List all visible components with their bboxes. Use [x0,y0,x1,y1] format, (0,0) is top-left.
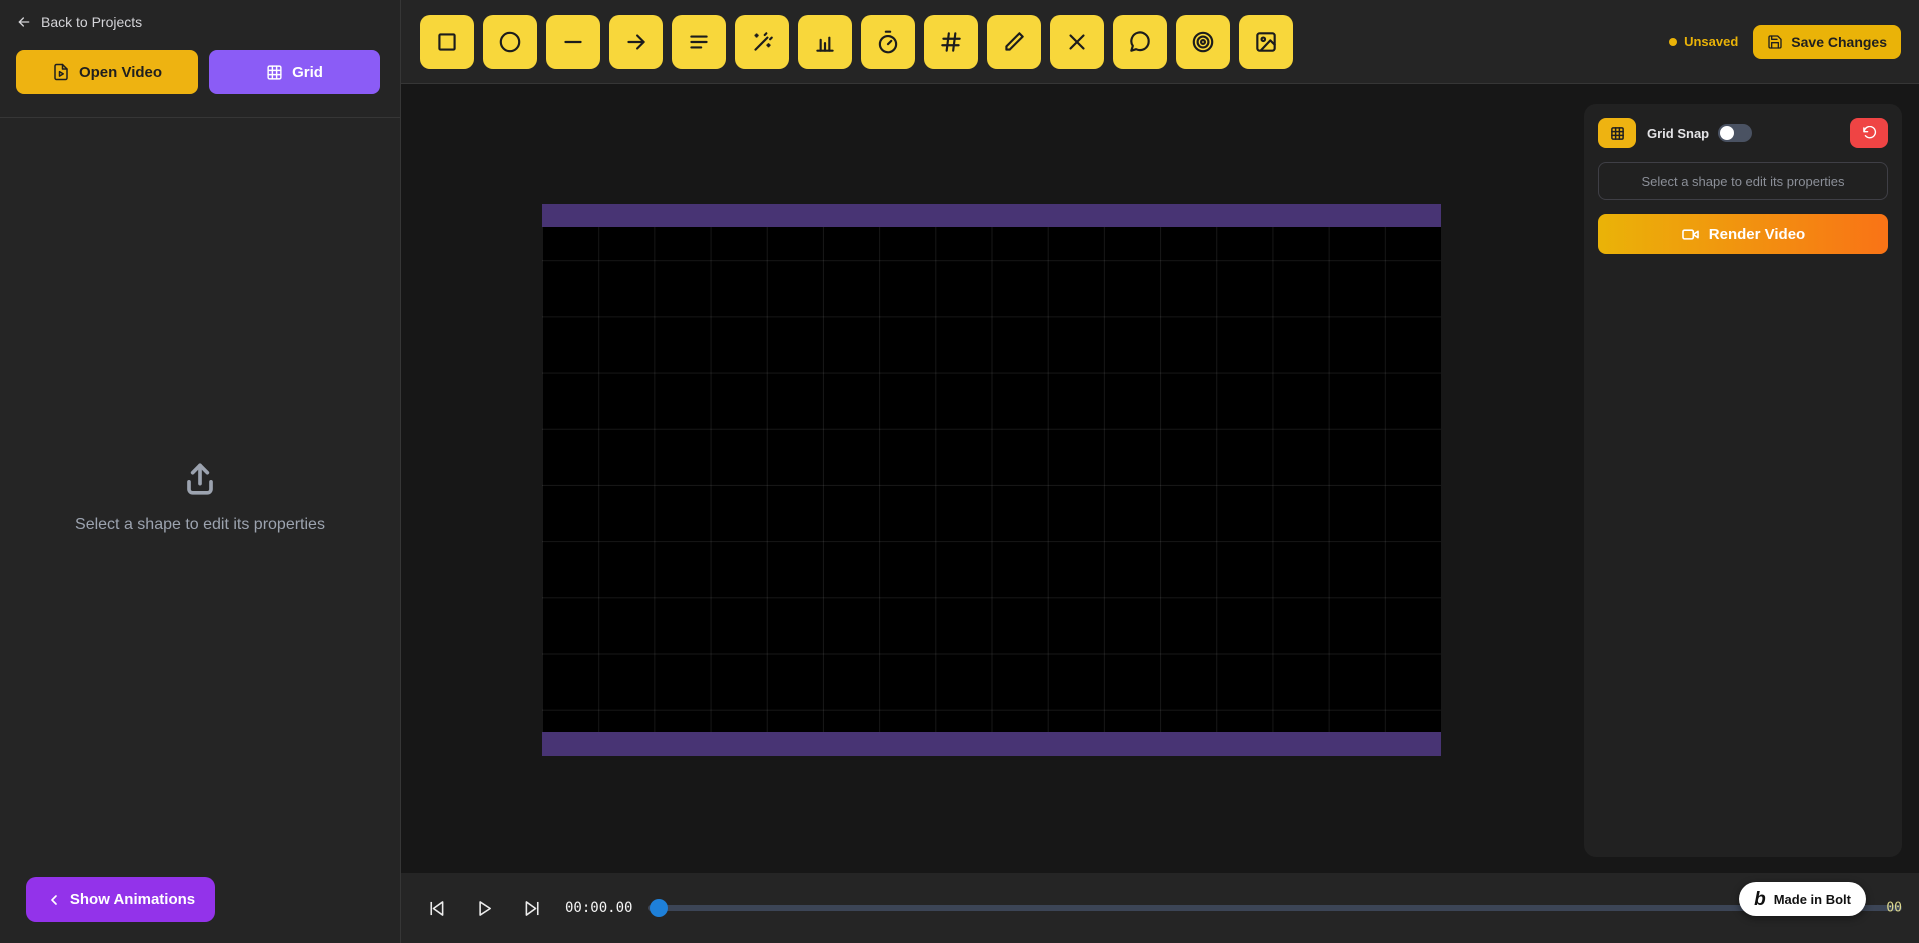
sidebar-header-buttons: Open Video Grid [16,50,384,94]
play-icon [474,898,495,919]
open-video-label: Open Video [78,63,163,81]
timeline-slider[interactable] [648,898,1902,918]
properties-placeholder-text: Select a shape to edit its properties [1641,173,1845,189]
grid-view-label: Grid [292,63,323,81]
chevron-left-icon [46,892,62,908]
properties-placeholder: Select a shape to edit its properties [1598,162,1888,200]
slider-thumb[interactable] [650,899,669,917]
pencil-icon [1001,29,1027,55]
hash-icon [938,29,964,55]
canvas-top-bar-shape[interactable] [542,204,1441,227]
unsaved-dot-icon [1669,37,1678,46]
current-time: 00:00.00 [565,900,633,916]
save-changes-button[interactable]: Save Changes [1753,24,1901,59]
text-lines-icon [686,29,712,55]
hash-tool-button[interactable] [924,14,978,69]
image-tool-button[interactable] [1239,14,1293,69]
sidebar-header: Back to Projects Open Video Grid [0,0,400,118]
open-video-button[interactable]: Open Video [16,50,198,94]
transport-controls [426,898,543,919]
upload-icon [178,458,222,502]
workspace: Grid Snap Select a shape to edit its pro… [401,84,1919,873]
rectangle-tool-button[interactable] [420,14,474,69]
magic-wand-icon [749,29,775,55]
unsaved-label: Unsaved [1684,34,1739,49]
grid-snap-icon-button[interactable] [1598,118,1636,148]
toggle-knob [1720,126,1735,140]
grid-snap-toggle[interactable] [1718,124,1753,142]
video-camera-icon [1681,225,1700,244]
left-sidebar: Back to Projects Open Video Grid Select … [0,0,401,943]
save-changes-label: Save Changes [1791,33,1887,50]
square-icon [434,29,460,55]
bolt-logo-icon: b [1754,888,1766,910]
file-play-icon [52,63,70,81]
target-icon [1190,29,1216,55]
made-in-bolt-badge[interactable]: b Made in Bolt [1739,882,1866,916]
skip-back-button[interactable] [426,898,447,919]
unsaved-status: Unsaved [1669,34,1738,49]
play-button[interactable] [474,898,495,919]
target-tool-button[interactable] [1176,14,1230,69]
x-icon [1064,29,1090,55]
line-icon [560,29,586,55]
skip-forward-icon [522,898,543,919]
timer-tool-button[interactable] [861,14,915,69]
render-video-button[interactable]: Render Video [1598,214,1888,254]
text-tool-button[interactable] [672,14,726,69]
video-canvas[interactable] [542,204,1441,756]
show-animations-button[interactable]: Show Animations [26,877,215,922]
speech-bubble-icon [1127,29,1153,55]
reset-button[interactable] [1850,118,1888,148]
bar-chart-icon [812,29,838,55]
back-to-projects-label: Back to Projects [41,14,143,30]
top-bar: Unsaved Save Changes [401,0,1919,84]
grid-snap-row: Grid Snap [1598,118,1888,148]
slider-track[interactable] [648,905,1902,911]
circle-icon [497,29,523,55]
comment-tool-button[interactable] [1113,14,1167,69]
rotate-ccw-icon [1862,125,1877,141]
grid-icon [266,64,283,81]
properties-panel: Grid Snap Select a shape to edit its pro… [1584,104,1902,857]
sidebar-empty-text: Select a shape to edit its properties [75,515,325,533]
chart-tool-button[interactable] [798,14,852,69]
grid-snap-label: Grid Snap [1647,125,1710,141]
stopwatch-icon [875,29,901,55]
show-animations-label: Show Animations [69,891,196,908]
ellipse-tool-button[interactable] [483,14,537,69]
timeline-bar: 00:00.00 00 [401,873,1919,943]
render-video-label: Render Video [1708,225,1806,243]
shape-toolbar [420,14,1293,69]
cross-tool-button[interactable] [1050,14,1104,69]
grid-view-button[interactable]: Grid [209,50,380,94]
canvas-bottom-bar-shape[interactable] [542,732,1441,756]
skip-back-icon [426,898,447,919]
save-icon [1767,34,1783,50]
back-to-projects-link[interactable]: Back to Projects [16,14,142,30]
made-in-bolt-label: Made in Bolt [1773,891,1851,907]
arrow-left-icon [16,14,32,30]
sidebar-empty-state: Select a shape to edit its properties [0,118,400,873]
effects-tool-button[interactable] [735,14,789,69]
end-time: 00 [1886,900,1902,916]
skip-forward-button[interactable] [522,898,543,919]
draw-tool-button[interactable] [987,14,1041,69]
arrow-tool-button[interactable] [609,14,663,69]
line-tool-button[interactable] [546,14,600,69]
arrow-right-icon [623,29,649,55]
grid-icon [1610,126,1625,141]
image-icon [1253,29,1279,55]
top-right-actions: Unsaved Save Changes [1669,24,1901,59]
